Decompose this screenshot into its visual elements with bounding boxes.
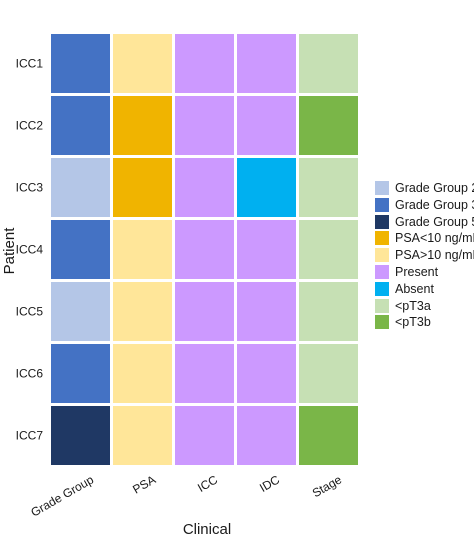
heatmap-cell <box>113 282 172 341</box>
x-axis-title: Clinical <box>183 521 231 538</box>
heatmap-cell <box>175 406 234 465</box>
heatmap-cell <box>113 158 172 217</box>
heatmap-cell <box>175 220 234 279</box>
heatmap-cell <box>51 96 110 155</box>
heatmap-cell <box>51 220 110 279</box>
legend-item: <pT3b <box>375 315 431 330</box>
heatmap-cell <box>299 220 358 279</box>
legend-swatch <box>375 214 389 229</box>
heatmap-cell <box>237 96 296 155</box>
heatmap-cell <box>113 344 172 403</box>
heatmap-cell <box>237 158 296 217</box>
heatmap-cell <box>299 158 358 217</box>
legend-swatch <box>375 197 389 212</box>
legend-swatch <box>375 248 389 263</box>
legend-item: <pT3a <box>375 298 431 313</box>
x-tick-label: Grade Group <box>28 472 96 519</box>
x-tick-label: IDC <box>257 472 282 495</box>
legend-swatch <box>375 281 389 296</box>
y-tick-label: ICC1 <box>16 57 44 71</box>
legend-item: PSA<10 ng/mL <box>375 231 474 246</box>
heatmap-cell <box>175 158 234 217</box>
heatmap-cells <box>51 34 358 465</box>
legend-label: <pT3a <box>395 298 431 313</box>
legend-label: PSA>10 ng/mL <box>395 248 474 263</box>
heatmap-cell <box>237 34 296 93</box>
legend-item: PSA>10 ng/mL <box>375 248 474 263</box>
y-tick-label: ICC7 <box>16 429 44 443</box>
heatmap-cell <box>299 34 358 93</box>
x-tick-label: Stage <box>310 472 344 500</box>
heatmap-cell <box>51 344 110 403</box>
heatmap-cell <box>299 282 358 341</box>
heatmap-cell <box>175 344 234 403</box>
legend-label: Grade Group 2 <box>395 181 474 195</box>
heatmap-cell <box>51 282 110 341</box>
heatmap-cell <box>51 406 110 465</box>
y-axis-ticks: ICC1 ICC2 ICC3 ICC4 ICC5 ICC6 ICC7 <box>16 57 44 443</box>
legend-label: Absent <box>395 281 434 296</box>
y-tick-label: ICC4 <box>16 243 44 257</box>
heatmap-cell <box>175 96 234 155</box>
legend-swatch <box>375 265 389 279</box>
legend-label: <pT3b <box>395 315 431 330</box>
x-tick-label: ICC <box>195 472 220 495</box>
legend-item: Grade Group 5 <box>375 214 474 229</box>
legend-label: Present <box>395 265 439 279</box>
legend-label: Grade Group 3 <box>395 197 474 212</box>
legend-swatch <box>375 181 389 195</box>
y-tick-label: ICC2 <box>16 119 44 133</box>
heatmap-cell <box>237 406 296 465</box>
legend-item: Grade Group 2 <box>375 181 474 195</box>
legend-label: PSA<10 ng/mL <box>395 231 474 246</box>
heatmap-cell <box>175 282 234 341</box>
heatmap-cell <box>113 220 172 279</box>
heatmap-cell <box>237 282 296 341</box>
legend-item: Present <box>375 265 438 279</box>
heatmap-cell <box>299 96 358 155</box>
y-tick-label: ICC6 <box>16 367 44 381</box>
x-axis-ticks: Grade Group PSA ICC IDC Stage <box>28 472 344 519</box>
x-tick-label: PSA <box>130 472 158 496</box>
heatmap-cell <box>299 344 358 403</box>
y-tick-label: ICC3 <box>16 181 44 195</box>
heatmap-cell <box>113 96 172 155</box>
legend-swatch <box>375 315 389 330</box>
legend-swatch <box>375 298 389 313</box>
heatmap-cell <box>113 34 172 93</box>
y-tick-label: ICC5 <box>16 305 44 319</box>
legend-item: Absent <box>375 281 434 296</box>
y-axis-title: Patient <box>1 227 18 275</box>
heatmap-cell <box>113 406 172 465</box>
heatmap-cell <box>299 406 358 465</box>
legend-item: Grade Group 3 <box>375 197 474 212</box>
heatmap-cell <box>237 344 296 403</box>
heatmap-cell <box>51 34 110 93</box>
heatmap-cell <box>51 158 110 217</box>
heatmap-cell <box>175 34 234 93</box>
legend-swatch <box>375 231 389 246</box>
legend-label: Grade Group 5 <box>395 214 474 229</box>
heatmap-cell <box>237 220 296 279</box>
